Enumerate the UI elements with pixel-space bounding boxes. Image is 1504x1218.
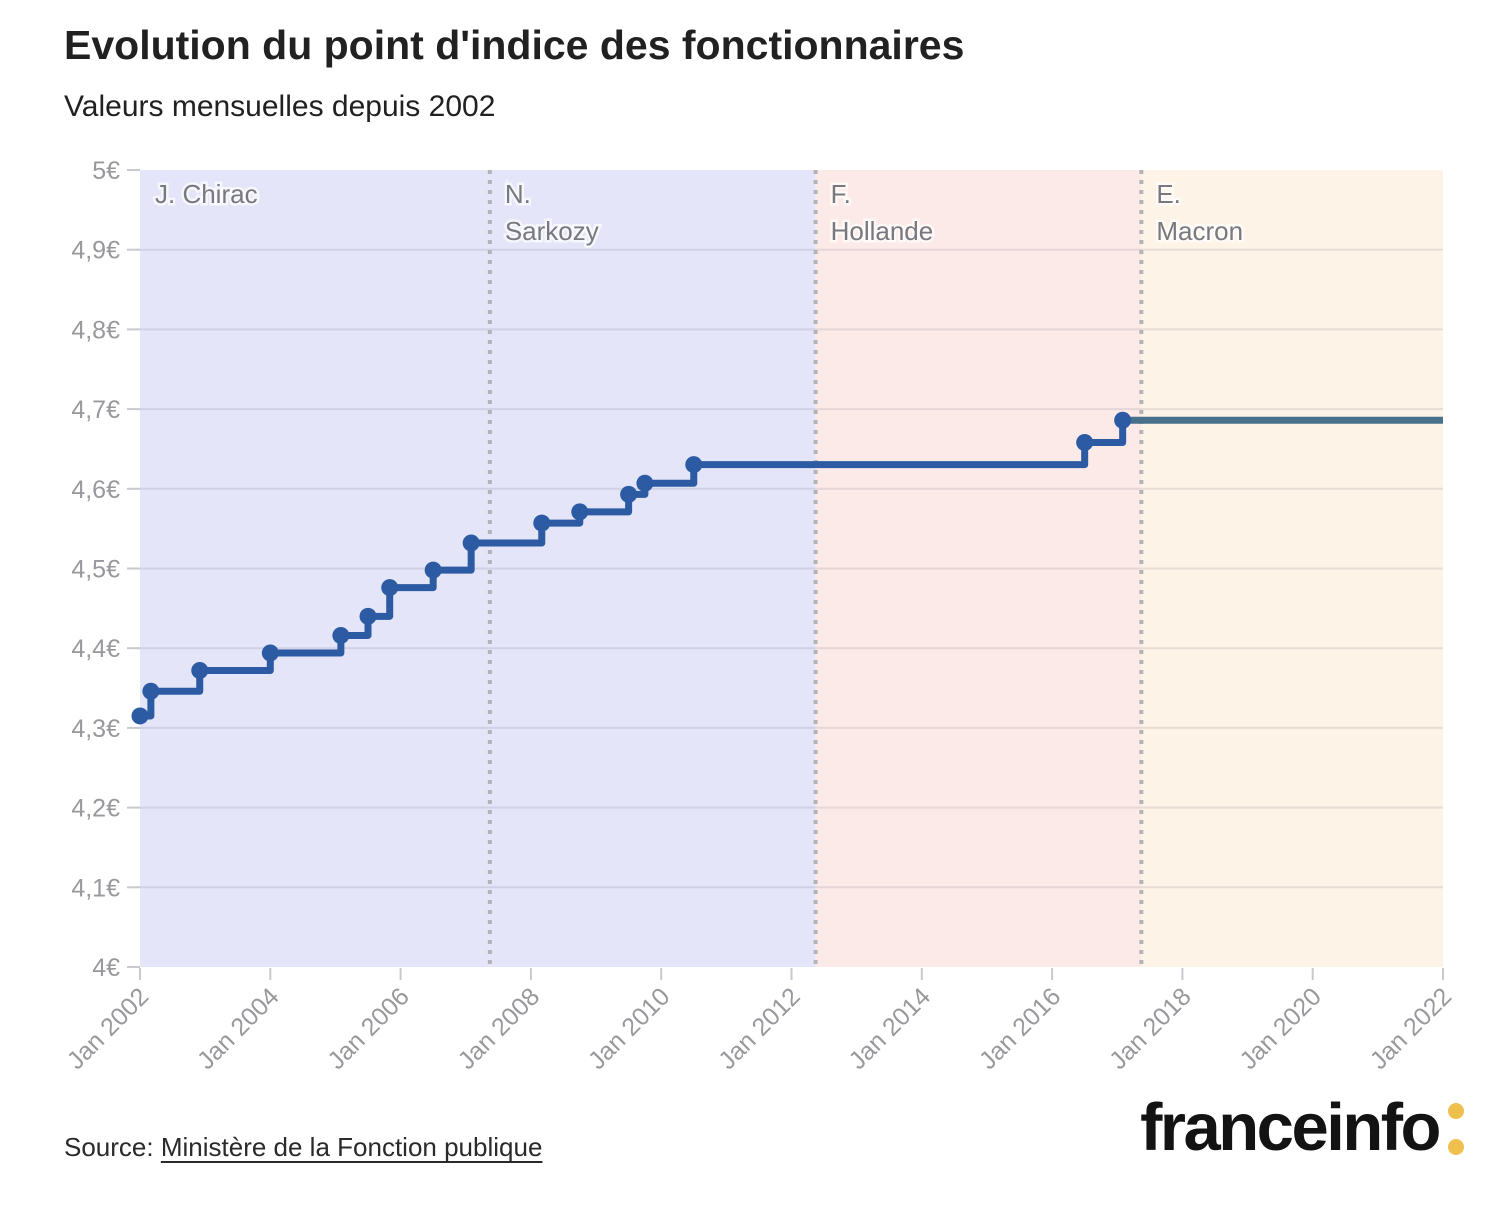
x-tick-label: Jan 2010 bbox=[583, 982, 676, 1075]
data-point-dot bbox=[424, 561, 442, 579]
step-line-chart: 4€ 4,1€ 4,2€ 4,3€ 4,4€ 4,5€ 4,6€ 4,7€ 4,8€ 4,9€ 5€… bbox=[62, 157, 1458, 1075]
president-label: Macron bbox=[1156, 216, 1243, 246]
president-label: J. Chirac bbox=[155, 179, 258, 209]
y-tick-label: 4,4€ bbox=[71, 635, 120, 663]
data-point-dot bbox=[636, 474, 654, 492]
x-tick-label: Jan 2002 bbox=[62, 982, 155, 1075]
data-point-dot bbox=[620, 485, 638, 503]
president-label: N. bbox=[505, 179, 531, 209]
y-tick-label: 4,9€ bbox=[71, 237, 120, 265]
data-point-dot bbox=[191, 662, 209, 680]
logo-colon-icon bbox=[1448, 1101, 1464, 1155]
y-tick-label: 4,1€ bbox=[71, 874, 120, 902]
data-point-dot bbox=[1076, 433, 1094, 451]
data-point-dot bbox=[533, 514, 551, 532]
franceinfo-logo: franceinfo bbox=[1140, 1094, 1464, 1161]
data-point-dot bbox=[571, 503, 589, 521]
source-link[interactable]: Ministère de la Fonction publique bbox=[160, 1132, 543, 1162]
president-label: Sarkozy bbox=[505, 216, 599, 246]
presidency-band bbox=[815, 170, 1142, 967]
data-point-dot bbox=[142, 682, 160, 700]
x-tick-label: Jan 2006 bbox=[322, 982, 415, 1075]
x-tick-label: Jan 2012 bbox=[713, 982, 806, 1075]
x-tick-label: Jan 2008 bbox=[453, 982, 546, 1075]
y-tick-label: 4,6€ bbox=[71, 476, 120, 504]
y-tick-label: 4,2€ bbox=[71, 795, 120, 823]
y-tick-label: 4,5€ bbox=[71, 556, 120, 584]
chart-subtitle: Valeurs mensuelles depuis 2002 bbox=[64, 90, 496, 123]
x-tick-label: Jan 2018 bbox=[1104, 982, 1197, 1075]
data-point-dot bbox=[1114, 411, 1132, 429]
y-tick-label: 4,3€ bbox=[71, 715, 120, 743]
source-label: Source: bbox=[64, 1132, 154, 1162]
x-tick-label: Jan 2022 bbox=[1365, 982, 1458, 1075]
data-point-dot bbox=[462, 534, 480, 552]
data-point-dot bbox=[332, 626, 350, 644]
source-line: Source: Ministère de la Fonction publiqu… bbox=[64, 1132, 542, 1163]
chart-title: Evolution du point d'indice des fonction… bbox=[64, 22, 965, 68]
president-label: Hollande bbox=[831, 216, 934, 246]
data-point-dot bbox=[685, 456, 703, 474]
data-point-dot bbox=[261, 644, 279, 662]
presidency-band bbox=[1141, 170, 1443, 967]
y-tick-label: 5€ bbox=[92, 157, 120, 185]
data-point-dot bbox=[131, 707, 149, 725]
logo-text: franceinfo bbox=[1140, 1090, 1441, 1165]
x-tick-label: Jan 2014 bbox=[844, 982, 937, 1075]
presidency-band bbox=[489, 170, 816, 967]
y-tick-label: 4,7€ bbox=[71, 396, 120, 424]
y-tick-label: 4,8€ bbox=[71, 316, 120, 344]
data-point-dot bbox=[359, 607, 377, 625]
x-tick-label: Jan 2020 bbox=[1234, 982, 1327, 1075]
x-tick-label: Jan 2004 bbox=[192, 982, 285, 1075]
president-label: E. bbox=[1156, 179, 1181, 209]
data-point-dot bbox=[381, 579, 399, 597]
president-label: F. bbox=[831, 179, 851, 209]
x-tick-label: Jan 2016 bbox=[974, 982, 1067, 1075]
step-line bbox=[140, 420, 1127, 720]
y-tick-label: 4€ bbox=[92, 954, 120, 982]
